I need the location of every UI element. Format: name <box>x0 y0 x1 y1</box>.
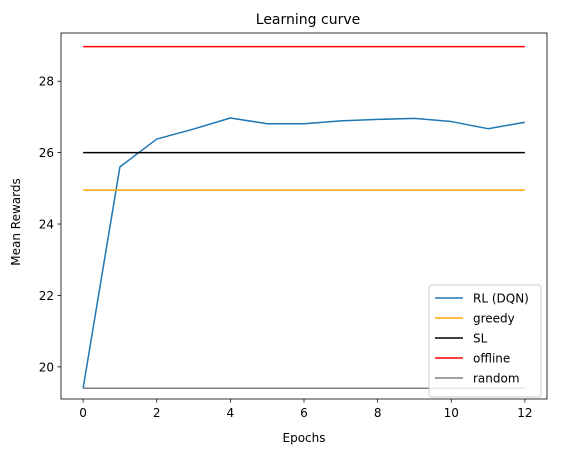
y-tick-label: 22 <box>39 289 54 303</box>
y-tick-label: 24 <box>39 218 54 232</box>
legend-label: SL <box>473 332 488 346</box>
x-axis-label: Epochs <box>283 431 326 445</box>
legend-label: RL (DQN) <box>473 292 529 306</box>
x-tick-label: 6 <box>300 406 308 420</box>
y-tick-label: 20 <box>39 360 54 374</box>
legend-box <box>428 284 542 398</box>
legend-label: random <box>473 372 520 386</box>
legend-label: offline <box>473 352 510 366</box>
x-tick-label: 0 <box>79 406 87 420</box>
legend: RL (DQN) greedy SL offline random <box>428 284 542 398</box>
series-line-0 <box>82 117 526 389</box>
x-tick-label: 8 <box>374 406 382 420</box>
plot-area <box>82 45 526 390</box>
y-tick-label: 26 <box>39 146 54 160</box>
x-tick-label: 10 <box>444 406 459 420</box>
x-tick-label: 12 <box>517 406 532 420</box>
legend-label: greedy <box>473 312 515 326</box>
y-axis-label: Mean Rewards <box>9 178 23 265</box>
x-tick-label: 4 <box>227 406 235 420</box>
y-tick-label: 28 <box>39 75 54 89</box>
chart-title: Learning curve <box>256 12 360 28</box>
x-tick-label: 2 <box>153 406 161 420</box>
